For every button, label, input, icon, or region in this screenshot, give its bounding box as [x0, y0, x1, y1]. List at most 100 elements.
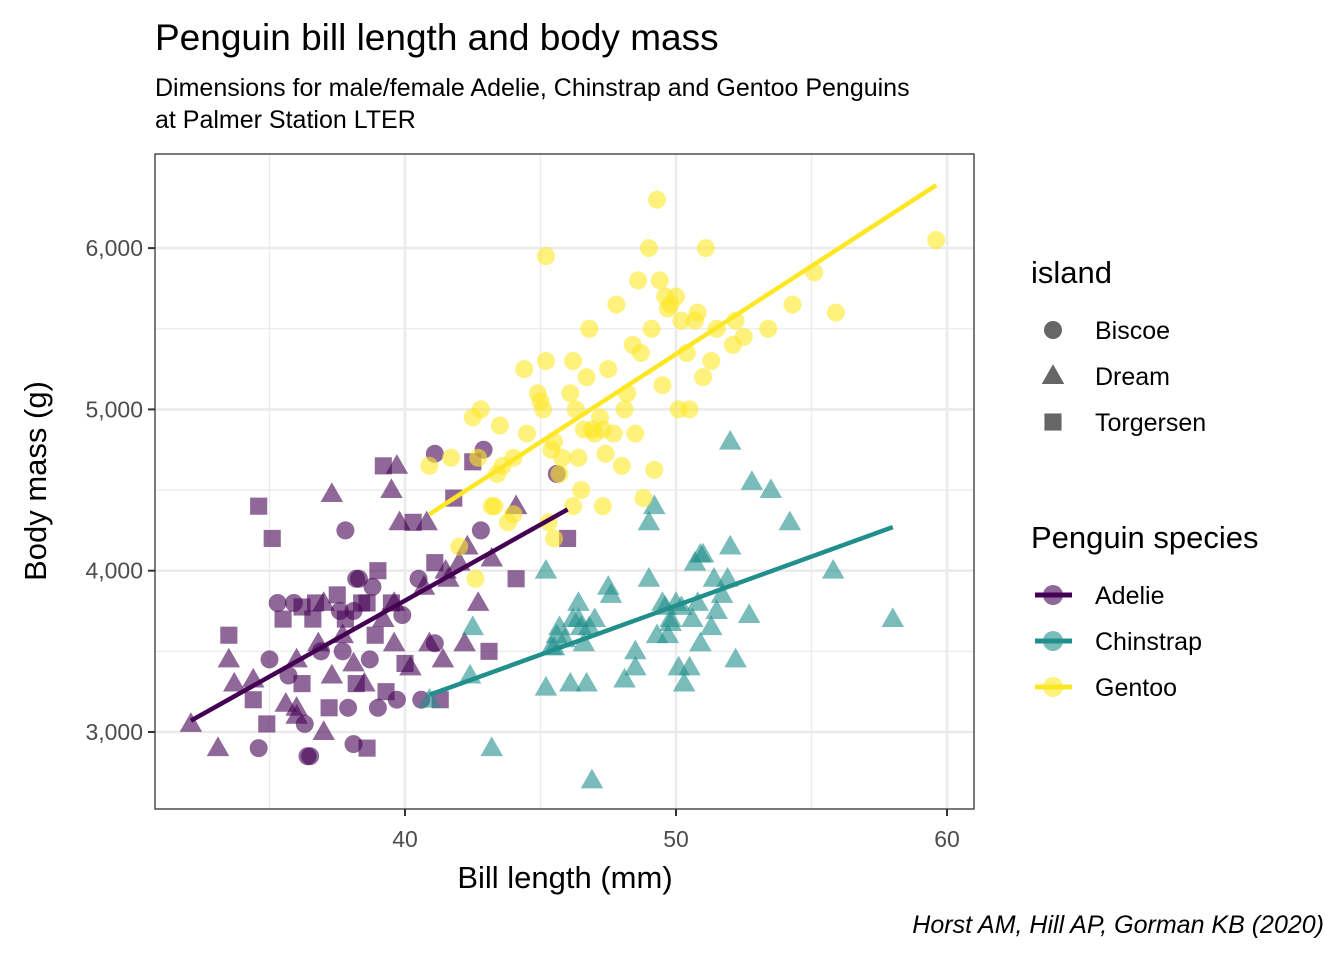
point-gentoo: [648, 190, 667, 209]
point-gentoo: [536, 352, 555, 371]
point-adelie: [559, 529, 577, 547]
point-gentoo: [642, 319, 661, 338]
point-gentoo: [569, 448, 588, 467]
point-gentoo: [672, 311, 691, 330]
point-adelie: [328, 586, 346, 604]
legend-species-label: Adelie: [1095, 582, 1165, 610]
point-gentoo: [485, 497, 504, 516]
legend-species-title: Penguin species: [1031, 520, 1259, 555]
point-gentoo: [626, 424, 645, 443]
x-tick-label: 50: [663, 826, 689, 852]
point-gentoo: [645, 460, 664, 479]
point-adelie: [249, 739, 268, 758]
point-gentoo: [734, 327, 753, 346]
point-adelie: [349, 569, 368, 588]
point-adelie: [507, 570, 525, 588]
point-adelie: [320, 663, 344, 684]
point-gentoo: [564, 352, 583, 371]
point-gentoo: [639, 239, 658, 258]
point-adelie: [412, 575, 436, 595]
point-adelie: [353, 594, 371, 612]
point-gentoo: [596, 444, 615, 463]
point-chinstrap: [672, 671, 696, 692]
point-chinstrap: [418, 688, 441, 708]
point-gentoo: [561, 384, 580, 403]
x-tick-label: 40: [392, 826, 418, 852]
point-gentoo: [658, 299, 677, 318]
point-adelie: [353, 671, 376, 692]
plot-panel: [155, 154, 974, 809]
point-gentoo: [826, 303, 845, 322]
point-chinstrap: [705, 599, 728, 619]
point-gentoo: [420, 456, 439, 475]
point-adelie: [312, 591, 335, 611]
point-gentoo: [517, 424, 536, 443]
y-axis-title: Body mass (g): [18, 381, 53, 581]
point-adelie: [466, 591, 490, 611]
point-gentoo: [688, 303, 707, 322]
point-gentoo: [631, 343, 650, 362]
point-gentoo: [634, 489, 653, 508]
point-adelie: [453, 631, 476, 652]
point-chinstrap: [575, 671, 598, 692]
point-adelie: [339, 698, 358, 717]
point-gentoo: [612, 456, 631, 475]
point-adelie: [217, 647, 241, 668]
chart-subtitle-line-2: at Palmer Station LTER: [155, 106, 416, 134]
point-adelie: [333, 642, 352, 661]
point-chinstrap: [699, 615, 723, 636]
point-adelie: [431, 647, 455, 668]
point-gentoo: [607, 295, 626, 314]
point-adelie: [344, 735, 363, 754]
point-gentoo: [696, 239, 715, 258]
fit-line-gentoo: [428, 183, 938, 517]
point-gentoo: [593, 497, 612, 516]
point-adelie: [179, 712, 203, 732]
fit-lines: [189, 183, 938, 723]
chart-subtitle-line-1: Dimensions for male/female Adelie, Chins…: [155, 74, 910, 102]
point-adelie: [342, 651, 365, 672]
point-adelie: [382, 631, 406, 652]
point-adelie: [244, 691, 262, 709]
legend-square-icon: [1044, 413, 1062, 431]
point-adelie: [320, 482, 344, 503]
plot-panel-border: [154, 153, 975, 810]
point-adelie: [480, 642, 498, 660]
chart-title: Penguin bill length and body mass: [155, 17, 719, 58]
point-chinstrap: [583, 607, 606, 628]
point-adelie: [404, 513, 422, 531]
point-gentoo: [550, 464, 569, 483]
point-gentoo: [694, 368, 713, 387]
point-adelie: [260, 650, 279, 669]
point-gentoo: [680, 400, 699, 419]
point-adelie: [274, 610, 292, 628]
point-adelie: [320, 699, 338, 717]
point-gentoo: [553, 448, 572, 467]
point-chinstrap: [559, 671, 582, 692]
point-adelie: [312, 720, 335, 740]
point-chinstrap: [643, 494, 666, 515]
legend-island-label: Biscoe: [1095, 317, 1170, 345]
fit-line-adelie: [189, 507, 569, 723]
legend-island: island Biscoe Dream Torgersen: [1031, 255, 1206, 437]
point-adelie: [285, 704, 308, 724]
point-adelie: [263, 529, 281, 547]
point-gentoo: [927, 231, 946, 250]
point-gentoo: [650, 271, 669, 290]
point-adelie: [304, 610, 322, 628]
point-adelie: [301, 747, 320, 766]
point-chinstrap: [580, 768, 604, 789]
legend-island-label: Torgersen: [1095, 409, 1206, 437]
y-axis: 3,000 4,000 5,000 6,000: [85, 235, 155, 745]
point-adelie: [336, 521, 355, 540]
y-tick-label: 4,000: [85, 558, 143, 584]
y-tick-label: 5,000: [85, 396, 143, 422]
legend-island-title: island: [1031, 255, 1112, 290]
point-chinstrap: [759, 478, 783, 498]
legend-island-label: Dream: [1095, 363, 1170, 391]
point-adelie: [366, 626, 384, 644]
point-gentoo: [783, 295, 802, 314]
point-chinstrap: [821, 558, 845, 579]
point-adelie: [372, 607, 395, 628]
point-adelie: [250, 497, 268, 515]
